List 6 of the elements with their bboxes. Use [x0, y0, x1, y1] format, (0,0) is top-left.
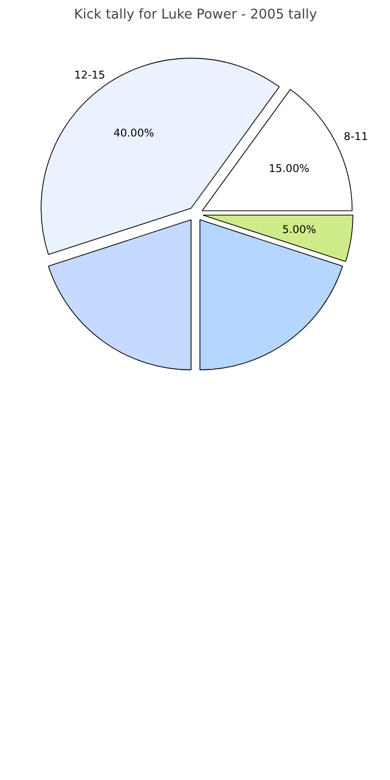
data-label: 5.00% [282, 223, 316, 236]
slice-label: 8-11 [344, 130, 368, 143]
slice-label: 12-15 [74, 68, 106, 82]
data-label: 15.00% [268, 162, 310, 175]
chart-title: Kick tally for Luke Power - 2005 tally [74, 8, 318, 22]
data-label: 40.00% [113, 126, 154, 140]
